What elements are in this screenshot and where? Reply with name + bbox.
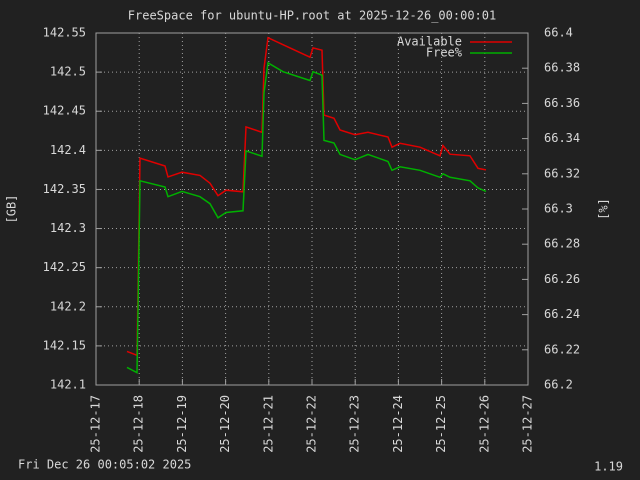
legend-label: Free% [426,46,463,60]
footer-left: Fri Dec 26 00:05:02 2025 [18,458,191,472]
x-tick-label: 25-12-18 [132,395,146,453]
y-tick-label: 142.4 [50,143,86,157]
x-tick-label: 25-12-25 [434,395,448,453]
y2-tick-label: 66.22 [544,342,580,356]
x-tick-label: 25-12-17 [89,395,103,453]
x-tick-label: 25-12-23 [348,395,362,453]
y2-tick-label: 66.4 [544,26,573,40]
y2-tick-label: 66.34 [544,131,580,145]
legend-label: Available [397,35,462,49]
y2-axis-label: [%] [597,198,611,220]
y2-tick-label: 66.26 [544,272,580,286]
y-tick-label: 142.1 [50,378,86,392]
y-tick-label: 142.2 [50,299,86,313]
y2-tick-label: 66.32 [544,166,580,180]
y-tick-label: 142.45 [43,104,86,118]
x-tick-label: 25-12-26 [477,395,491,453]
footer-right: 1.19 [594,460,623,474]
y2-tick-label: 66.3 [544,202,573,216]
chart-title: FreeSpace for ubuntu-HP.root at 2025-12-… [128,9,496,23]
data-line [126,36,487,357]
x-tick-label: 25-12-22 [305,395,319,453]
y-tick-label: 142.3 [50,221,86,235]
y-tick-label: 142.55 [43,26,86,40]
y-axis-label: [GB] [5,195,19,224]
x-tick-label: 25-12-19 [175,395,189,453]
x-tick-label: 25-12-21 [261,395,275,453]
data-line [126,61,487,374]
y2-tick-label: 66.24 [544,307,580,321]
x-tick-label: 25-12-20 [218,395,232,453]
y2-tick-label: 66.28 [544,237,580,251]
y-tick-label: 142.5 [50,65,86,79]
y-tick-label: 142.15 [43,338,86,352]
x-tick-label: 25-12-27 [521,395,535,453]
x-tick-label: 25-12-24 [391,395,405,453]
y2-tick-label: 66.36 [544,96,580,110]
y-tick-label: 142.35 [43,182,86,196]
y2-tick-label: 66.38 [544,61,580,75]
y2-tick-label: 66.2 [544,378,573,392]
y-tick-label: 142.25 [43,260,86,274]
